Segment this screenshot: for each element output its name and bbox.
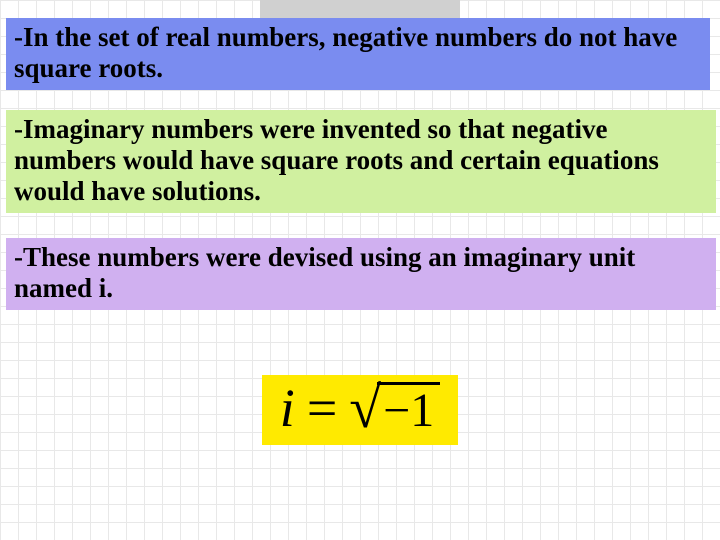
statement-box-1: -In the set of real numbers, negative nu… — [6, 18, 710, 90]
formula-lhs: i — [280, 381, 295, 435]
statement-text-3: -These numbers were devised using an ima… — [14, 242, 635, 303]
formula-radicand: −1 — [377, 382, 440, 435]
formula-container: i = √ −1 — [230, 350, 490, 470]
statement-text-1: -In the set of real numbers, negative nu… — [14, 22, 677, 83]
top-decorative-bar — [260, 0, 460, 18]
statement-box-2: -Imaginary numbers were invented so that… — [6, 110, 716, 213]
formula-sqrt: √ −1 — [349, 382, 440, 435]
statement-text-2: -Imaginary numbers were invented so that… — [14, 114, 659, 206]
formula-i-equals-sqrt-neg1: i = √ −1 — [262, 375, 458, 445]
formula-equals: = — [301, 381, 343, 435]
statement-box-3: -These numbers were devised using an ima… — [6, 238, 716, 310]
